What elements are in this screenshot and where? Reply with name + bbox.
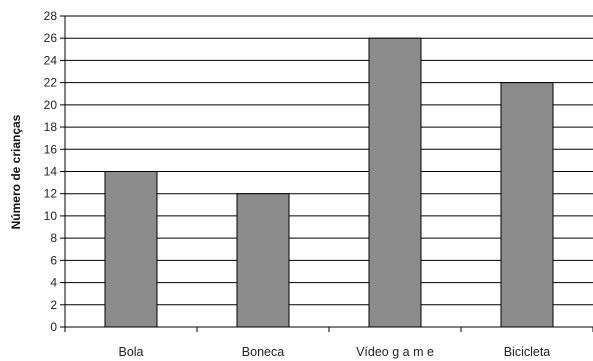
bars	[104, 37, 554, 328]
y-tick-label: 12	[44, 187, 58, 201]
bar	[500, 82, 554, 328]
y-tick-label: 24	[44, 53, 58, 67]
x-tick-label: Vídeo g a m e	[356, 345, 434, 359]
y-tick-label: 26	[44, 31, 58, 45]
y-tick-label: 28	[44, 9, 58, 23]
bar	[236, 193, 290, 328]
y-tick-label: 10	[44, 209, 58, 223]
y-tick-label: 18	[44, 120, 58, 134]
axes	[64, 16, 593, 332]
x-tick-label: Boneca	[242, 345, 284, 359]
x-tick-label: Bola	[118, 345, 143, 359]
y-tick-label: 2	[50, 298, 57, 312]
y-tick-label: 22	[44, 76, 58, 90]
x-tick-label: Bicicleta	[504, 345, 551, 359]
y-tick-label: 20	[44, 98, 58, 112]
y-tick-label: 14	[44, 165, 58, 179]
bar	[104, 171, 158, 328]
y-tick-label: 4	[50, 276, 57, 290]
x-axis-labels: Bola Boneca Vídeo g a m e Bicicleta	[118, 345, 550, 359]
y-tick-label: 0	[50, 320, 57, 334]
y-axis-label: Número de crianças	[9, 114, 23, 229]
y-tick-label: 8	[50, 231, 57, 245]
y-tick-label: 6	[50, 253, 57, 267]
y-tick-label: 16	[44, 142, 58, 156]
bar	[368, 37, 422, 328]
